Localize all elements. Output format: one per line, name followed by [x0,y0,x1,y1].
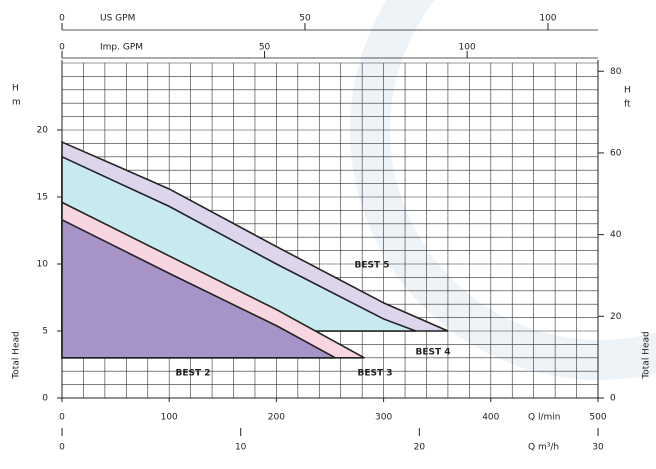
y-axis-label: H [12,84,19,94]
bottom-tick-label: 0 [59,443,65,453]
bottom-tick-label: 10 [235,443,247,453]
side-label: Total Head [642,331,652,379]
y2-tick-label: 20 [610,312,622,322]
x-tick-label: 300 [375,413,392,423]
y2-tick-label: 60 [610,148,622,158]
top-tick-label: 100 [459,43,476,53]
top-tick-label: 50 [259,43,271,53]
y2-axis-label: ft [624,100,631,110]
y2-tick-label: 40 [610,230,622,240]
series-label: BEST 5 [354,261,389,271]
top-tick-label: 50 [299,14,311,24]
bottom-axis-label: Q m³/h [528,443,559,453]
x-tick-label: 400 [482,413,499,423]
y2-axis-label: H [624,86,631,96]
y-tick-label: 15 [37,193,48,203]
y-tick-label: 20 [37,126,49,136]
bottom-tick-label: 20 [414,443,426,453]
x-tick-label: 0 [59,413,65,423]
series-label: BEST 3 [357,369,392,379]
y2-tick-label: 0 [610,394,616,404]
x-tick-label: 100 [161,413,178,423]
y2-tick-label: 80 [610,67,622,77]
side-label: Total Head [12,331,22,379]
y-tick-label: 10 [37,260,49,270]
x-axis-label: Q l/min [528,413,560,423]
series-label: BEST 4 [415,348,450,358]
top-tick-label: 0 [59,14,65,24]
top-axis-label: Imp. GPM [100,43,143,53]
y-tick-label: 0 [42,394,48,404]
top-tick-label: 100 [539,14,556,24]
y-tick-label: 5 [42,327,48,337]
watermark [350,0,656,380]
x-tick-label: 200 [268,413,285,423]
series-label: BEST 2 [175,369,210,379]
top-axis-label: US GPM [100,14,135,24]
top-tick-label: 0 [59,43,65,53]
x-tick-label: 500 [589,413,606,423]
y-axis-label: m [12,98,21,108]
bottom-tick-label: 30 [592,443,604,453]
